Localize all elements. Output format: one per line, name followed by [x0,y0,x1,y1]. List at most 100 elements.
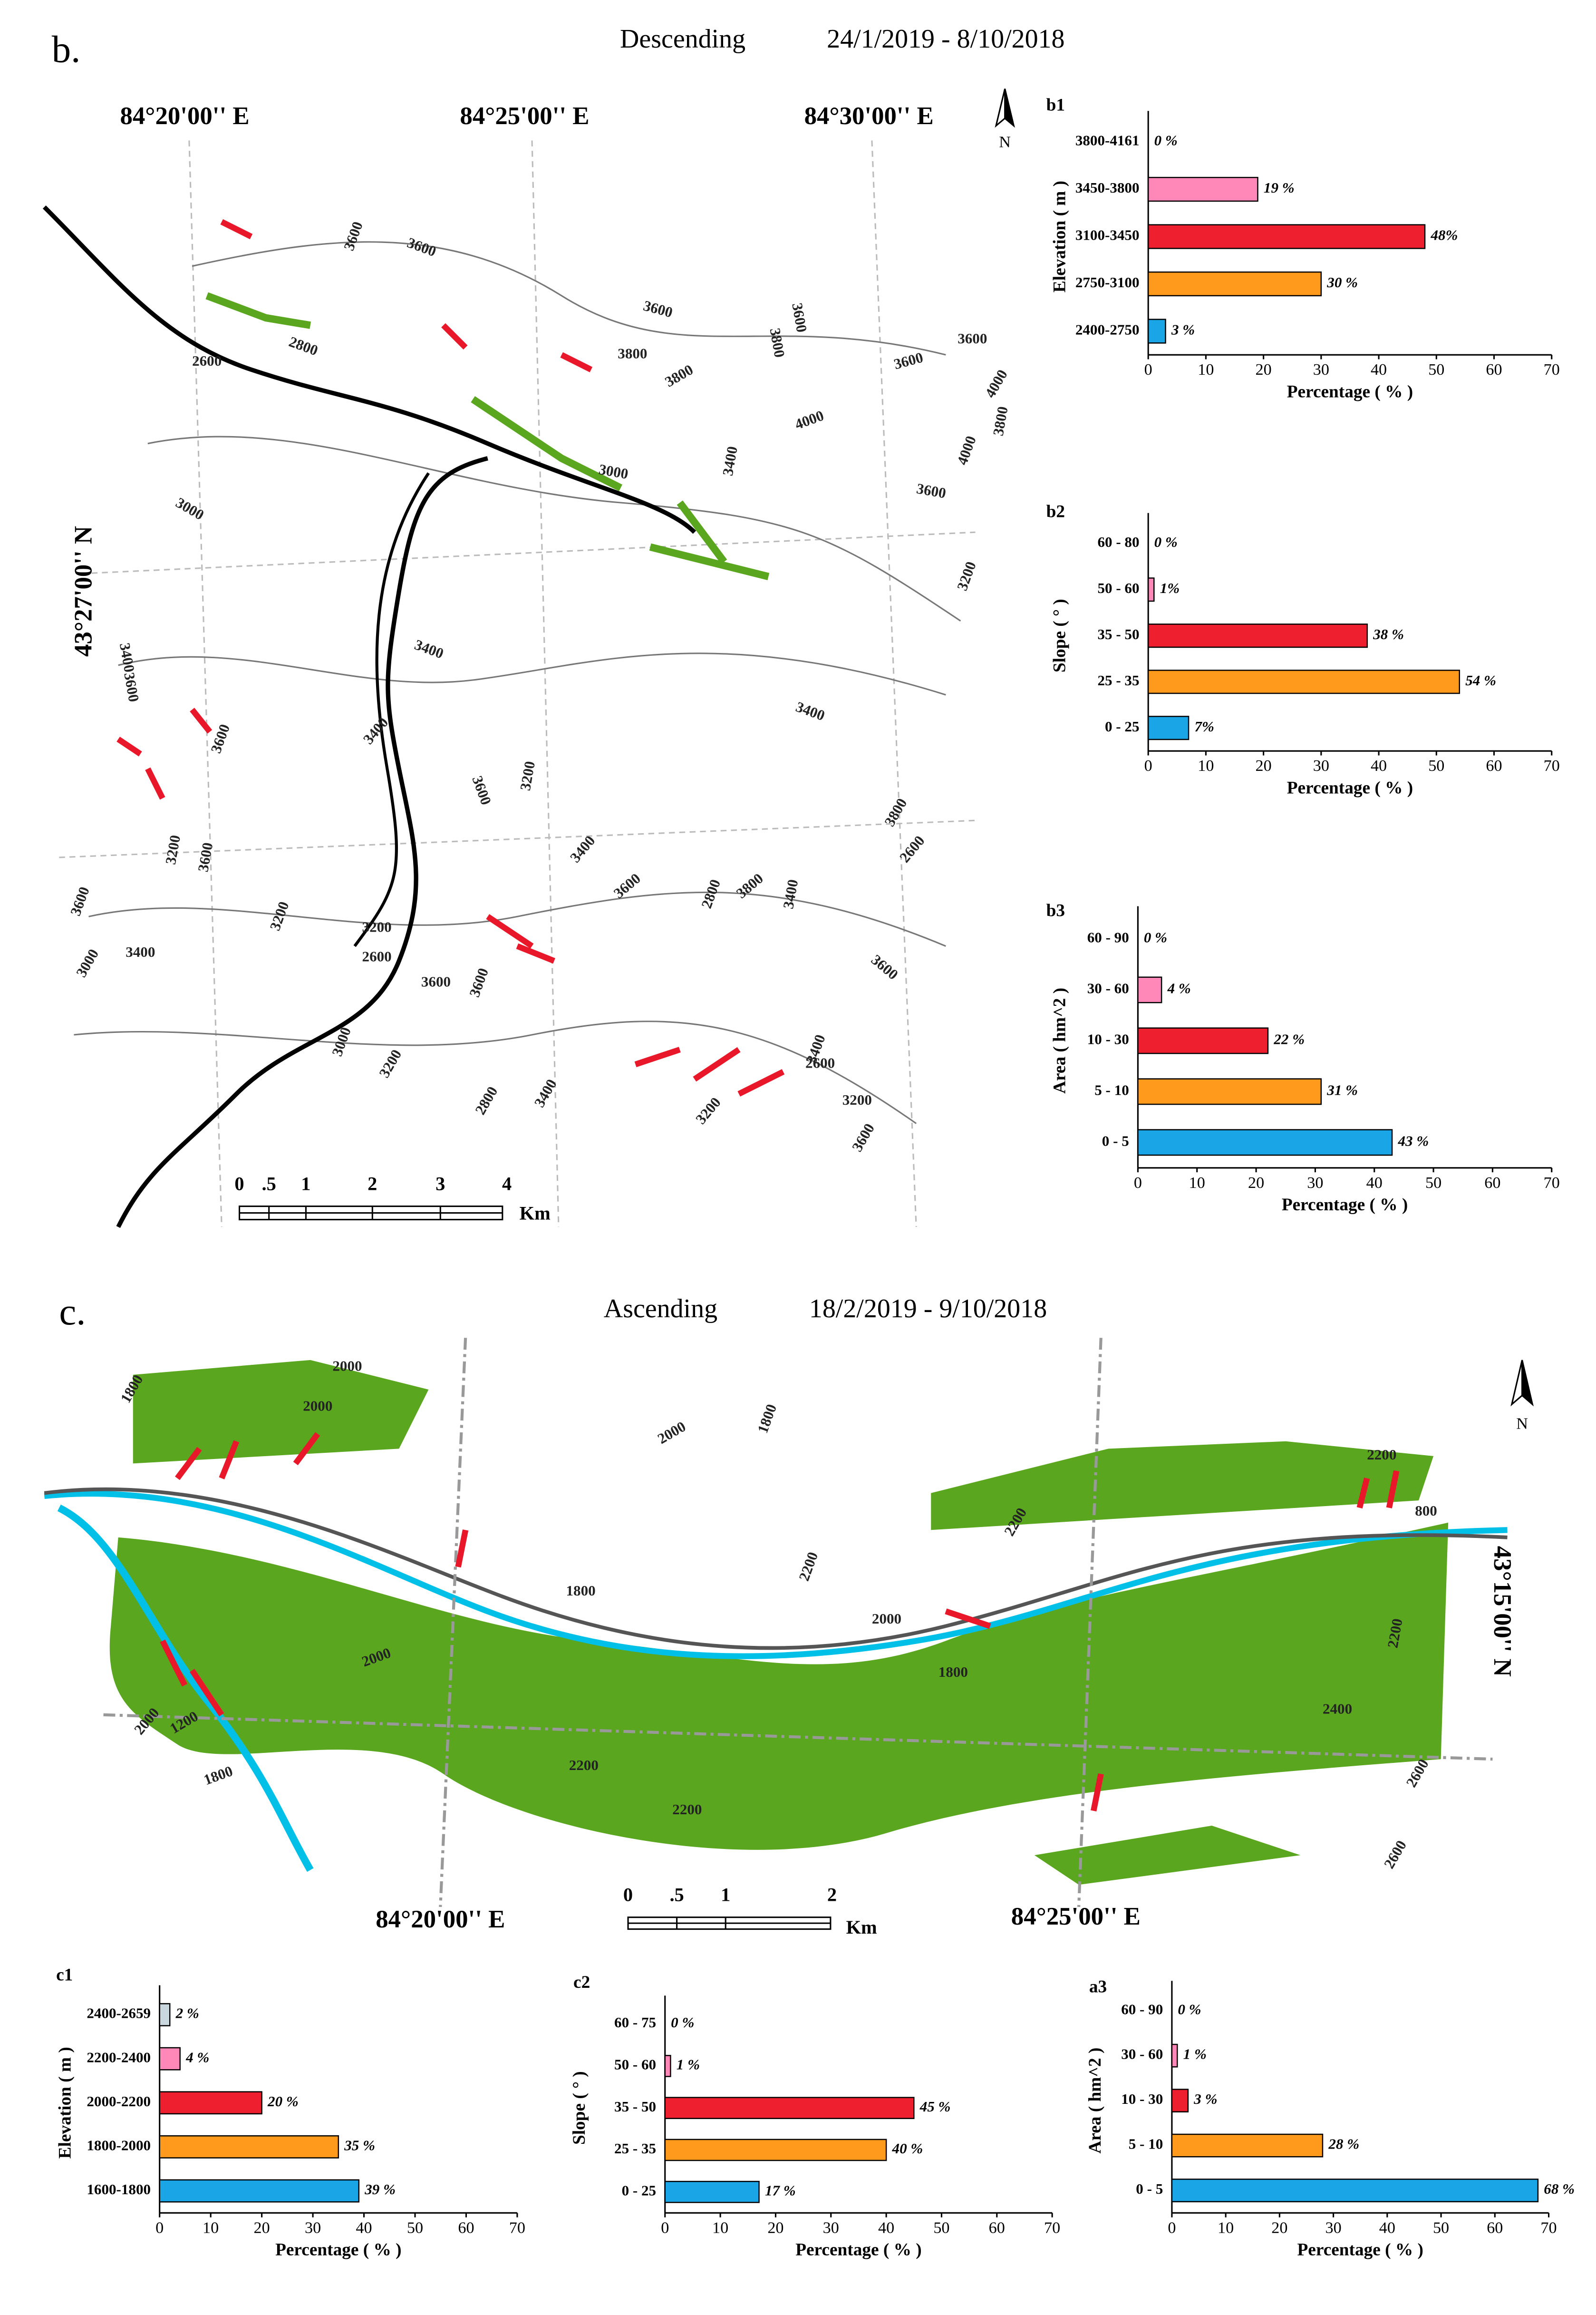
x-tick-label: 30 [1307,1174,1323,1192]
x-tick-label: 10 [1198,757,1214,775]
contour-label: 1800 [566,1582,595,1599]
y-axis-label: Area ( hm^2 ) [1085,2048,1105,2154]
contour-label: 3800 [767,327,788,359]
contour-label: 3400 [360,714,392,748]
value-label: 0 % [1154,534,1178,550]
category-label: 5 - 10 [1094,1081,1129,1098]
category-label: 2400-2659 [87,2005,151,2022]
panel-label: b. [52,29,81,71]
value-label: 1 % [677,2056,700,2073]
x-tick-label: 10 [1198,361,1214,379]
contour-label: 4000 [982,367,1011,400]
contour-label: 3200 [376,1047,405,1080]
contour-label: 2800 [287,333,320,359]
y-axis-label: Area ( hm^2 ) [1050,988,1069,1094]
category-label: 0 - 25 [622,2182,657,2198]
category-label: 3450-3800 [1075,179,1140,196]
lon-label: 84°25'00'' E [460,102,589,130]
contour-label: 3600 [849,1120,878,1154]
chart-label: c2 [573,1973,590,1992]
y-axis-label: Slope ( ° ) [1050,599,1069,672]
contour-label: 3200 [954,559,979,593]
contour-label: 2000 [332,1358,362,1374]
x-tick-label: 50 [933,2219,949,2237]
value-label: 1% [1160,580,1180,596]
x-tick-label: 10 [203,2219,219,2237]
contour-label: 3400 [780,878,801,910]
x-axis-label: Percentage ( % ) [1287,382,1413,402]
category-label: 60 - 90 [1087,929,1129,946]
value-label: 38 % [1373,626,1404,642]
x-tick-label: 50 [407,2219,423,2237]
x-tick-label: 40 [1371,757,1387,775]
contour-label: 3000 [173,494,207,523]
category-label: 0 - 5 [1102,1132,1129,1149]
x-tick-label: 10 [712,2219,728,2237]
bar [1147,271,1322,297]
contour-label: 2000 [303,1397,332,1414]
contour-label: 3600 [642,297,675,321]
contour-label: 3600 [194,841,216,873]
bar [1147,670,1461,694]
contour-label: 3800 [733,870,766,902]
map-c [44,1338,1534,1930]
bar [1171,2089,1189,2112]
bar [159,2047,181,2071]
value-label: 54 % [1465,672,1496,689]
scale-label: 1 [721,1884,730,1905]
category-label: 60 - 80 [1097,534,1139,550]
category-label: 10 - 30 [1087,1031,1129,1048]
value-label: 40 % [892,2140,923,2157]
x-tick-label: 40 [1371,361,1387,379]
bar-chart: b3 0 10 20 30 40 50 60 70 Percentage ( % ) Area ( … [1046,901,1560,1215]
category-label: 3100-3450 [1075,227,1140,243]
category-label: 2400-2750 [1075,321,1140,338]
contour-label: 4000 [954,434,979,467]
bar-chart: c2 0 10 20 30 40 50 60 70 Percentage ( % ) Slope (… [570,1973,1060,2260]
value-label: 68 % [1544,2180,1575,2197]
contour-label: 1800 [754,1402,780,1435]
lat-label: 43°27'00'' N [69,526,97,657]
category-label: 35 - 50 [1097,626,1139,642]
x-tick-label: 0 [155,2219,164,2237]
map-dates: 24/1/2019 - 8/10/2018 [827,24,1064,54]
x-tick-label: 30 [305,2219,321,2237]
x-tick-label: 20 [767,2219,783,2237]
map-dates: 18/2/2019 - 9/10/2018 [809,1294,1047,1323]
contour-label: 3800 [662,361,696,390]
contour-label: 3600 [789,302,810,333]
contour-label: 2200 [672,1801,702,1818]
map-b [42,88,1015,1228]
value-label: 19 % [1264,179,1295,196]
category-label: 50 - 60 [1097,580,1139,596]
category-label: 25 - 35 [614,2140,656,2157]
chart-label: b3 [1046,901,1065,921]
x-axis-label: Percentage ( % ) [1297,2240,1423,2260]
bar [1137,976,1162,1003]
bar [664,2180,760,2203]
bar [159,2003,171,2026]
x-tick-label: 20 [1256,757,1272,775]
scale-label: 1 [301,1173,310,1194]
value-label: 17 % [765,2182,796,2198]
category-label: 0 - 5 [1136,2180,1163,2197]
value-label: 3 % [1193,2091,1217,2107]
x-tick-label: 60 [1487,2219,1503,2237]
contour-label: 3600 [121,671,142,703]
x-tick-label: 0 [1168,2219,1176,2237]
map-title: Descending [620,24,745,54]
bar [159,2091,262,2115]
contour-label: 3600 [421,973,451,990]
value-label: 28 % [1328,2136,1359,2152]
contour-label: 2600 [1381,1838,1410,1871]
x-axis-label: Percentage ( % ) [1282,1195,1408,1215]
contour-label: 3600 [207,722,233,755]
x-tick-label: 0 [1134,1174,1142,1192]
contour-label: 3400 [126,944,155,960]
scale-label: 2 [368,1173,377,1194]
contour-label: 2600 [805,1054,835,1071]
bar-chart: b2 0 10 20 30 40 50 60 70 Percentage ( % ) Slope (… [1046,502,1560,798]
value-label: 0 % [1154,132,1178,149]
value-label: 0 % [671,2014,694,2031]
x-tick-label: 40 [1379,2219,1395,2237]
